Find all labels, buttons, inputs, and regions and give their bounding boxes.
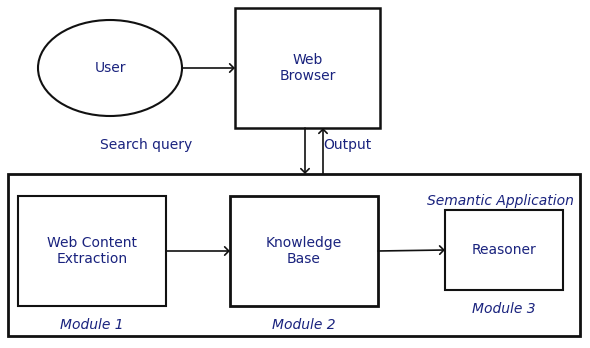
Text: Semantic Application: Semantic Application xyxy=(427,194,574,208)
Bar xyxy=(18,196,166,306)
Text: Search query: Search query xyxy=(100,138,192,152)
Text: Output: Output xyxy=(323,138,371,152)
Bar xyxy=(445,210,563,290)
Text: Web
Browser: Web Browser xyxy=(279,53,336,83)
Text: Reasoner: Reasoner xyxy=(471,243,536,257)
Bar xyxy=(8,174,580,336)
Text: Knowledge
Base: Knowledge Base xyxy=(266,236,342,266)
Text: Module 2: Module 2 xyxy=(272,318,336,332)
Bar xyxy=(235,8,380,128)
Text: Module 3: Module 3 xyxy=(472,302,536,316)
Text: Web Content
Extraction: Web Content Extraction xyxy=(47,236,137,266)
Ellipse shape xyxy=(38,20,182,116)
Bar xyxy=(230,196,378,306)
Text: Module 1: Module 1 xyxy=(60,318,124,332)
Text: User: User xyxy=(94,61,126,75)
